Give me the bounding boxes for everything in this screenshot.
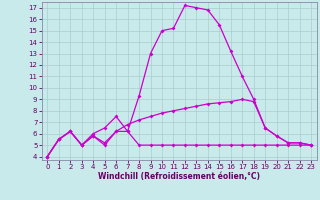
X-axis label: Windchill (Refroidissement éolien,°C): Windchill (Refroidissement éolien,°C) [98,172,260,181]
